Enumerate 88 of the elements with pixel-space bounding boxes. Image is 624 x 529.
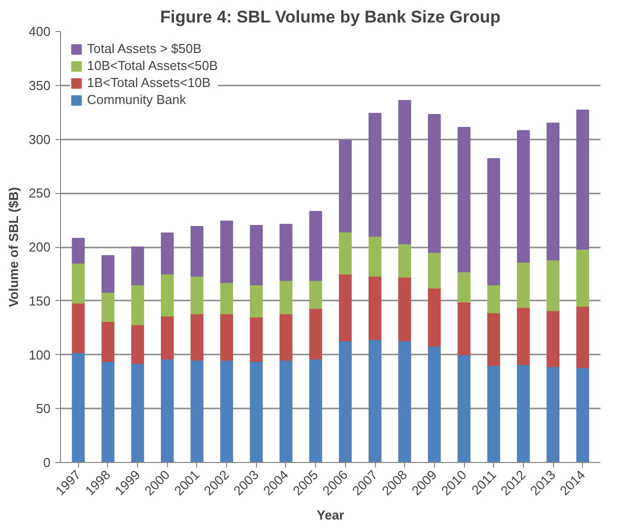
- bar: [250, 224, 263, 286]
- bar: [487, 312, 500, 366]
- bar: [160, 358, 174, 462]
- bar: [72, 302, 85, 354]
- bar: [190, 360, 204, 462]
- bar: [309, 358, 322, 462]
- bar: [160, 315, 174, 360]
- bar: [487, 284, 500, 314]
- bar: [546, 366, 560, 462]
- bar: [309, 280, 322, 309]
- bar: [131, 246, 144, 286]
- bar: [190, 276, 204, 314]
- bar: [131, 284, 144, 326]
- bar: [102, 255, 114, 293]
- bar: [576, 367, 590, 462]
- bar: [516, 306, 530, 365]
- bar: [190, 226, 204, 277]
- bar: [428, 346, 441, 462]
- bar: [338, 273, 352, 342]
- bar: [72, 352, 85, 462]
- legend-label: 1B<Total Assets<10B: [87, 75, 211, 90]
- y-tick-label: 150: [28, 293, 51, 308]
- bar: [398, 340, 412, 462]
- bar: [458, 126, 470, 272]
- y-tick-label: 0: [43, 455, 51, 470]
- bar: [546, 122, 560, 260]
- bar: [546, 310, 560, 368]
- bar: [102, 292, 114, 322]
- bar: [338, 231, 352, 274]
- bar: [516, 130, 530, 263]
- bar: [280, 224, 292, 281]
- bar: [309, 308, 322, 360]
- bar: [487, 158, 500, 286]
- bar: [160, 232, 174, 274]
- bar: [338, 340, 352, 462]
- bar: [458, 271, 470, 302]
- bar: [398, 100, 412, 244]
- bar: [220, 313, 234, 361]
- bar: [576, 306, 590, 368]
- bar: [368, 276, 382, 340]
- bar: [576, 110, 590, 250]
- bar: [131, 324, 144, 364]
- bar: [72, 238, 85, 264]
- bar: [190, 313, 204, 361]
- y-tick-label: 200: [28, 240, 51, 254]
- bar: [368, 112, 382, 237]
- y-tick-label: 100: [28, 347, 51, 362]
- bar: [131, 362, 144, 462]
- bar: [428, 252, 441, 288]
- bar: [250, 360, 263, 462]
- legend-label: Total Assets > $50B: [87, 41, 202, 56]
- y-tick-label: 50: [36, 401, 51, 416]
- bar: [546, 259, 560, 312]
- bar: [220, 360, 234, 462]
- y-tick-label: 350: [28, 78, 51, 93]
- x-axis-title: Year: [316, 507, 344, 522]
- legend-label: 10B<Total Assets<50B: [87, 58, 218, 73]
- y-axis-title: Volume of SBL ($B): [6, 187, 21, 308]
- legend-label: Community Bank: [87, 92, 186, 107]
- bar: [398, 276, 412, 342]
- y-tick-label: 300: [28, 132, 51, 147]
- bar: [516, 262, 530, 308]
- bar: [398, 243, 412, 278]
- y-tick-label: 250: [28, 186, 51, 201]
- bar: [280, 360, 292, 462]
- chart-title: Figure 4: SBL Volume by Bank Size Group: [160, 8, 501, 26]
- bar: [160, 273, 174, 316]
- bar: [576, 248, 590, 307]
- bar: [428, 287, 441, 347]
- bar: [487, 365, 500, 462]
- bar: [516, 364, 530, 462]
- bar: [368, 339, 382, 462]
- bar: [309, 210, 322, 281]
- bar: [458, 301, 470, 356]
- bar: [102, 320, 114, 362]
- bar: [280, 280, 292, 314]
- y-tick-label: 400: [28, 24, 51, 39]
- bar: [338, 140, 352, 232]
- bar: [428, 114, 441, 253]
- bar: [458, 354, 470, 462]
- bar: [280, 313, 292, 361]
- bar: [72, 262, 85, 304]
- bar: [102, 360, 114, 462]
- bar: [220, 282, 234, 314]
- bar: [250, 284, 263, 318]
- bar: [368, 236, 382, 277]
- bar: [220, 220, 234, 284]
- bar: [250, 316, 263, 362]
